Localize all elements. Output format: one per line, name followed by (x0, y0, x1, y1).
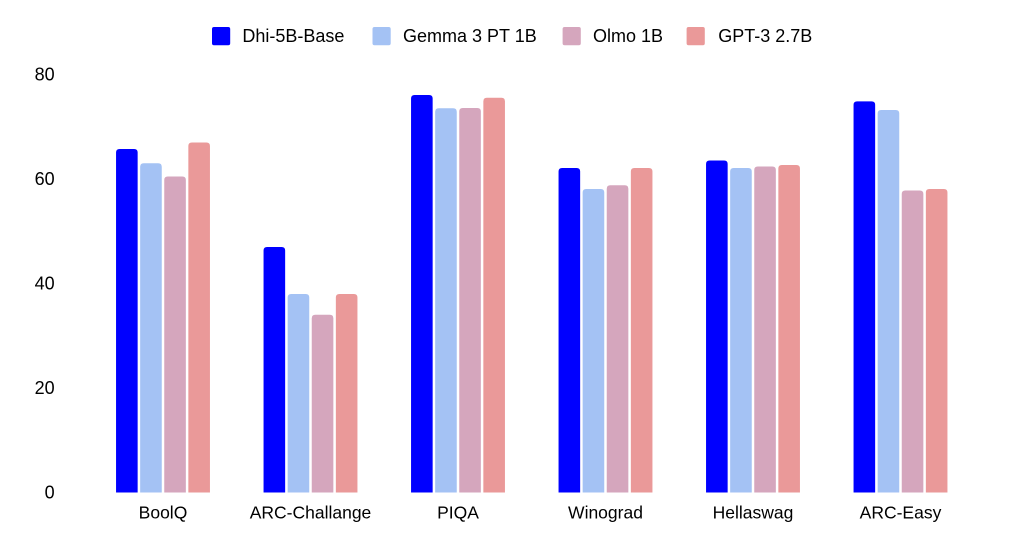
svg-text:Olmo 1B: Olmo 1B (593, 26, 663, 46)
svg-text:80: 80 (35, 65, 55, 85)
svg-text:Dhi-5B-Base: Dhi-5B-Base (242, 26, 344, 46)
svg-text:Hellaswag: Hellaswag (713, 503, 794, 523)
svg-text:ARC-Easy: ARC-Easy (860, 503, 942, 523)
svg-text:40: 40 (35, 274, 55, 294)
svg-text:0: 0 (45, 483, 55, 503)
svg-text:BoolQ: BoolQ (139, 503, 188, 523)
svg-text:GPT-3 2.7B: GPT-3 2.7B (718, 26, 812, 46)
svg-text:60: 60 (35, 169, 55, 189)
svg-text:20: 20 (35, 378, 55, 398)
svg-text:Winograd: Winograd (568, 503, 643, 523)
svg-text:Gemma 3 PT 1B: Gemma 3 PT 1B (403, 26, 537, 46)
svg-text:PIQA: PIQA (437, 503, 479, 523)
svg-text:ARC-Challange: ARC-Challange (250, 503, 372, 523)
